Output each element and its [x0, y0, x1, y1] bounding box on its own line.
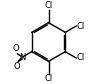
Text: N: N	[19, 53, 26, 62]
Text: Cl: Cl	[44, 1, 53, 10]
Text: Cl: Cl	[44, 74, 53, 83]
Text: O: O	[14, 62, 20, 71]
Text: Cl: Cl	[77, 54, 85, 62]
Text: Cl: Cl	[77, 22, 85, 30]
Text: O: O	[13, 44, 19, 53]
